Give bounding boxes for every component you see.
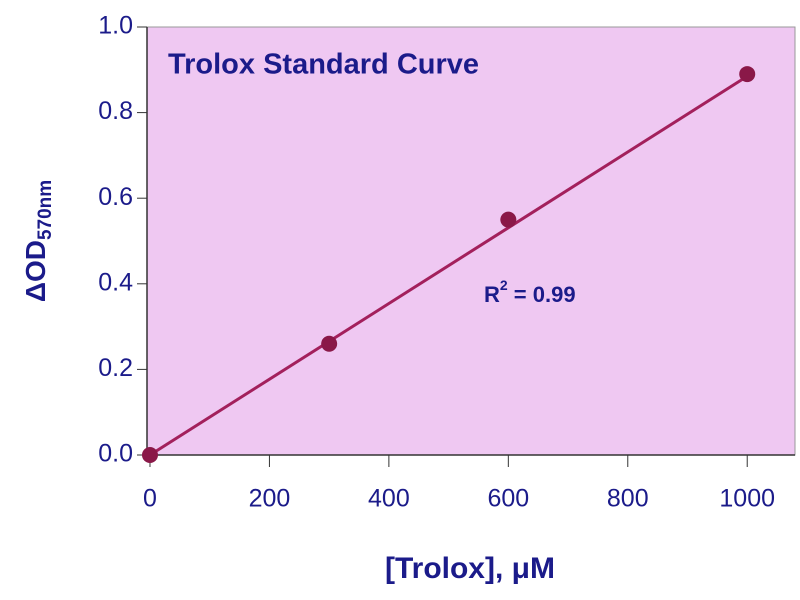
y-axis-label-main: ΔOD: [20, 240, 51, 302]
y-tick-label: 0.8: [98, 97, 133, 125]
x-tick-label: 800: [607, 485, 649, 513]
y-tick-label: 0.2: [98, 354, 133, 382]
data-point: [500, 211, 517, 228]
annotation-sup: 2: [500, 277, 508, 293]
y-tick-label: 0.4: [98, 268, 133, 296]
x-tick-label: 0: [143, 485, 157, 513]
x-axis-label: [Trolox], μM: [385, 552, 555, 585]
annotation-text: R: [484, 282, 500, 307]
y-tick-label: 0.0: [98, 440, 133, 468]
chart-title: Trolox Standard Curve: [168, 49, 479, 81]
x-tick-label: 400: [368, 485, 410, 513]
y-tick-label: 0.6: [98, 183, 133, 211]
plot-area: [146, 26, 796, 456]
x-tick-label: 1000: [719, 485, 775, 513]
annotation-rest: = 0.99: [508, 282, 576, 307]
y-tick-label: 1.0: [98, 12, 133, 40]
data-point: [141, 447, 158, 463]
data-point: [321, 335, 338, 352]
fit-line: [149, 74, 749, 457]
y-axis-label-sub: 570nm: [35, 180, 56, 240]
x-tick-label: 200: [249, 485, 291, 513]
y-axis-label: ΔOD570nm: [20, 180, 56, 302]
x-tick-label: 600: [487, 485, 529, 513]
data-point: [739, 66, 756, 83]
annotation: R2 = 0.99: [484, 277, 576, 307]
